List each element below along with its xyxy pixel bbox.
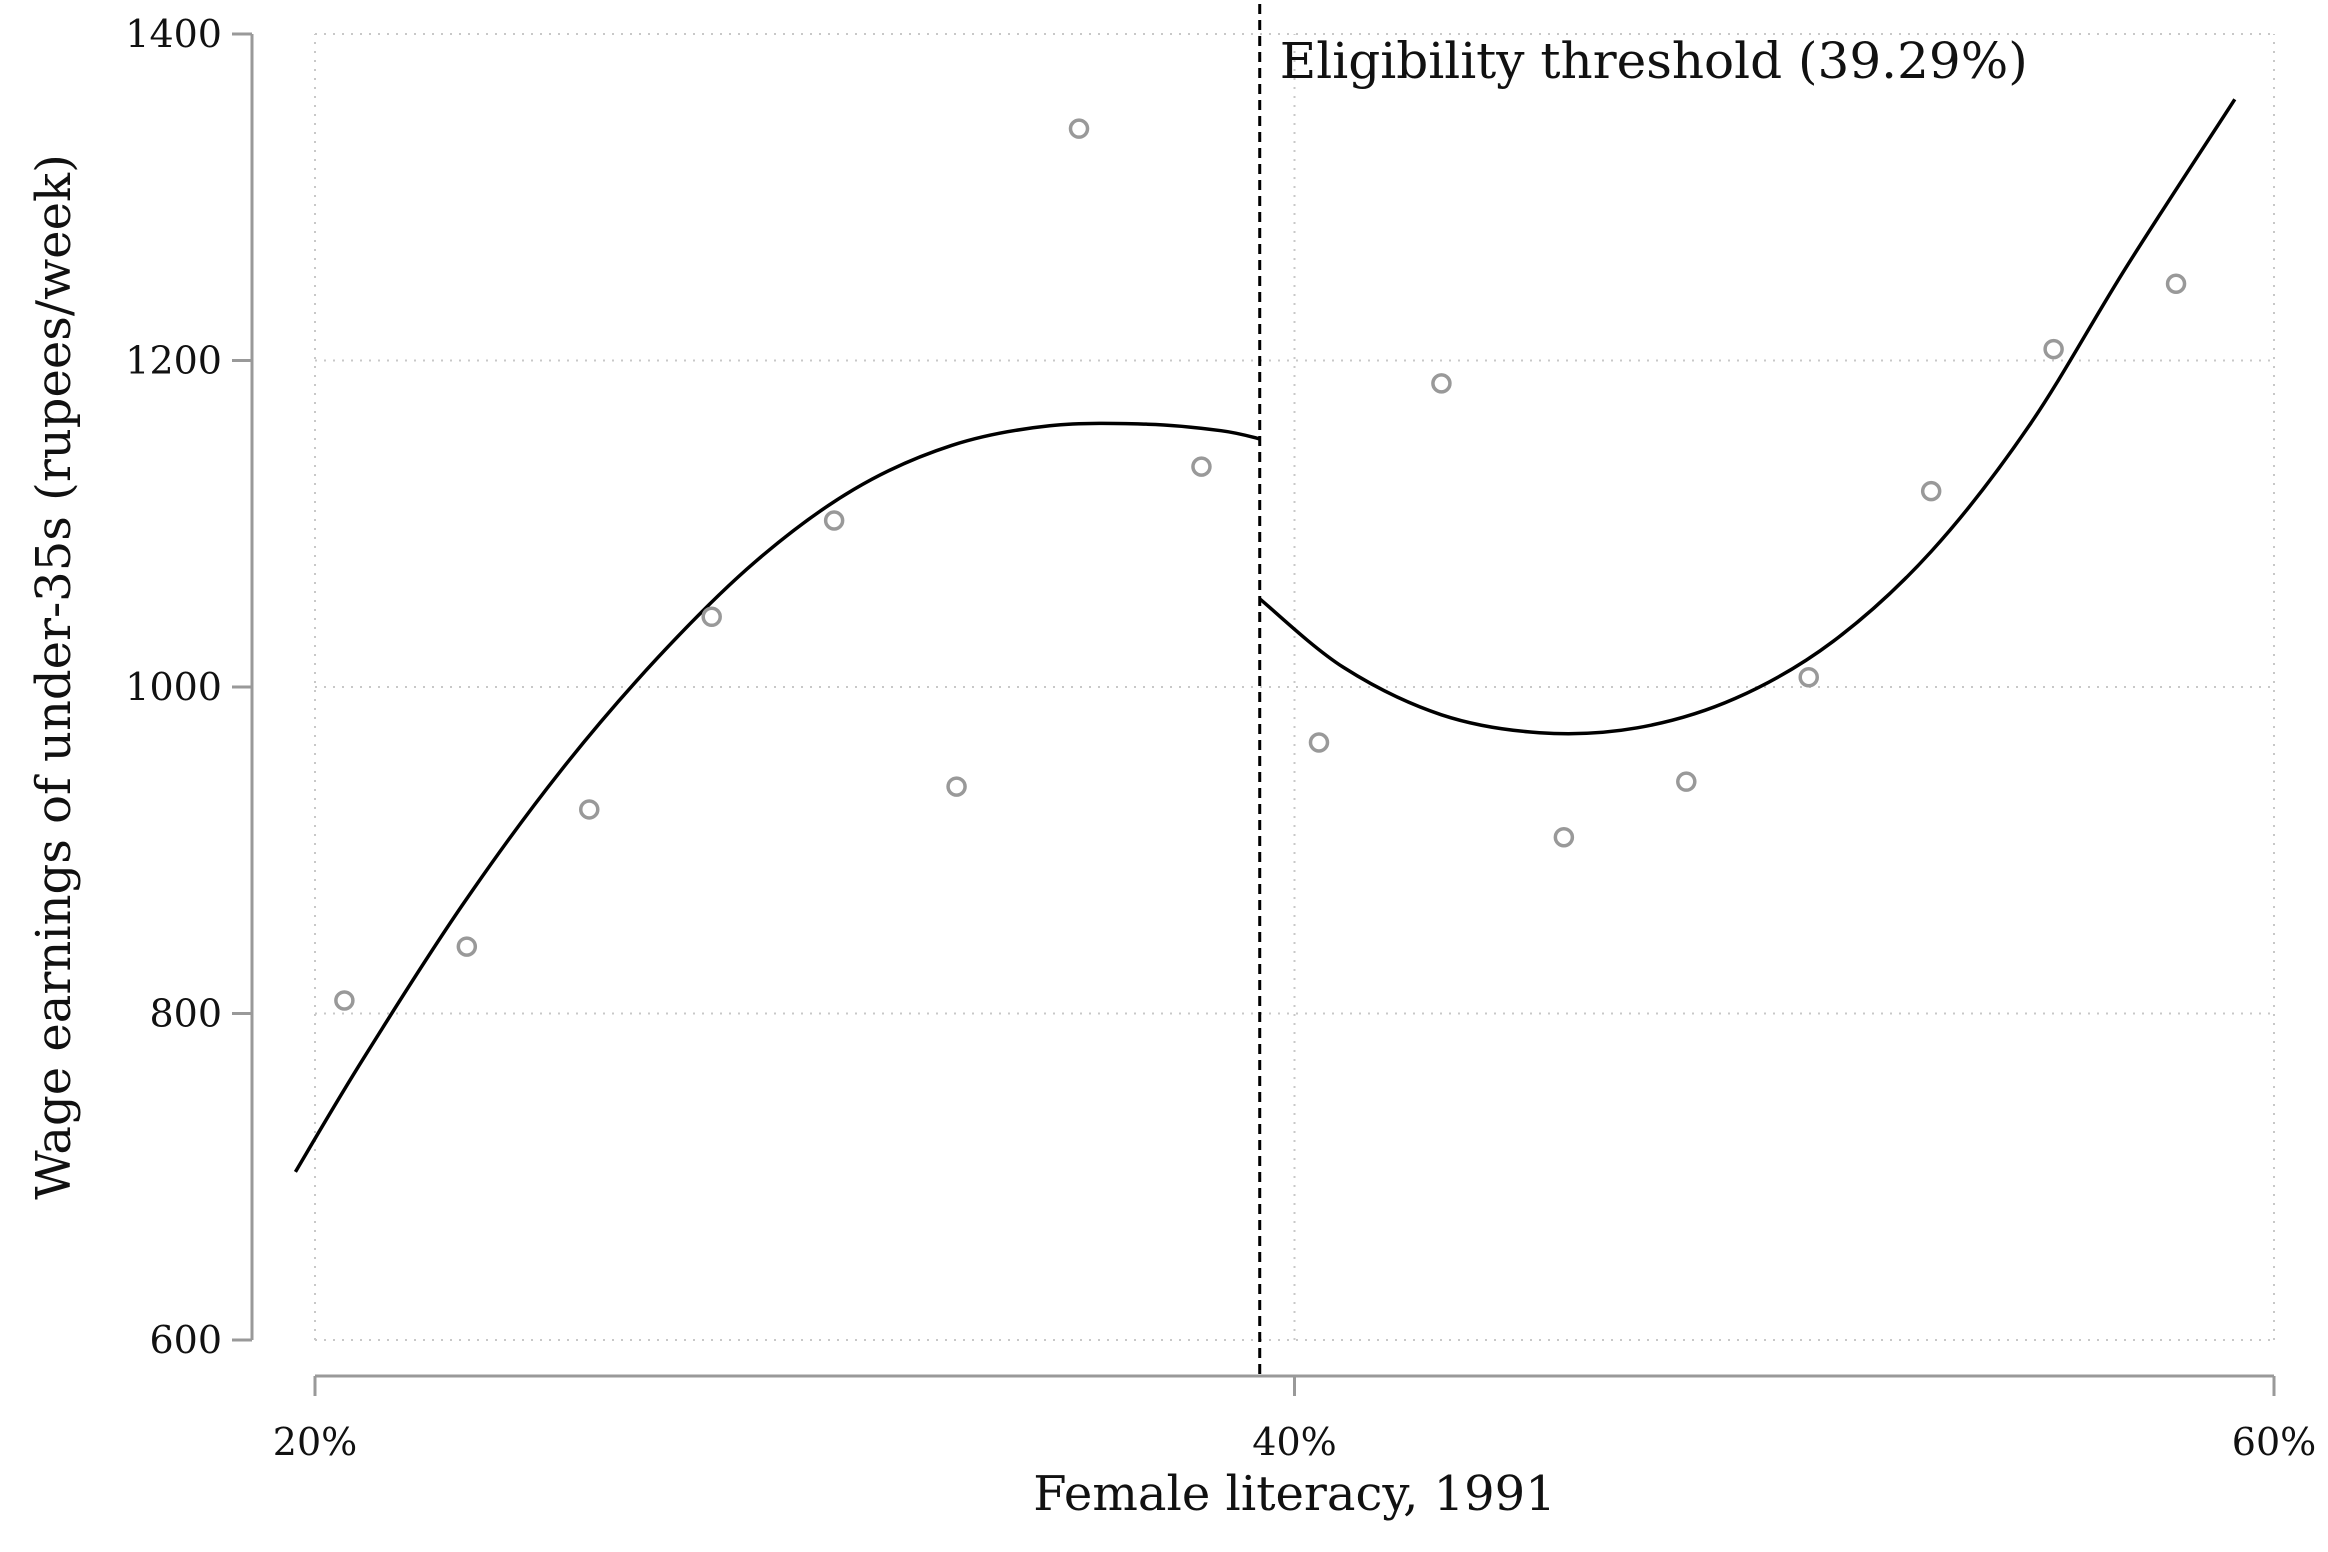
scatter-point	[701, 606, 722, 628]
fit-line-right	[1258, 98, 2237, 736]
threshold-layer: Eligibility threshold (39.29%)	[1258, 4, 2028, 1376]
scatter-point	[1676, 771, 1697, 792]
scatter-point	[1308, 732, 1330, 753]
titles-layer: Female literacy, 1991 Wage earnings of u…	[26, 154, 1556, 1522]
y-axis-title: Wage earnings of under-35s (rupees/week)	[26, 154, 82, 1200]
scatter-point	[1553, 826, 1575, 848]
y-tick-label: 1400	[125, 12, 222, 56]
y-tick-label: 1000	[125, 665, 222, 709]
y-tick-label: 800	[149, 992, 222, 1036]
y-tick-label: 600	[149, 1318, 222, 1362]
scatter-point	[1431, 373, 1452, 394]
threshold-label: Eligibility threshold (39.29%)	[1280, 32, 2028, 90]
x-tick-label: 20%	[273, 1420, 357, 1464]
x-tick-label: 40%	[1252, 1420, 1336, 1464]
grid-layer	[314, 33, 2275, 1341]
fit-line-left	[293, 421, 1261, 1173]
y-tick-label: 1200	[125, 339, 222, 383]
x-axis-title: Female literacy, 1991	[1033, 1466, 1556, 1522]
scatter-point	[1798, 666, 1819, 688]
scatter-point	[334, 990, 355, 1011]
scatter-point	[946, 776, 967, 797]
scatter-point	[1920, 480, 1942, 502]
scatter-point	[1068, 118, 1090, 139]
points-layer	[334, 118, 2187, 1011]
axes-layer: 600 800 1000 1200 1400 20% 40% 60%	[125, 12, 2316, 1464]
fit-layer	[293, 98, 2237, 1173]
scatter-point	[579, 799, 600, 820]
scatter-point	[823, 510, 845, 531]
scatter-point	[1191, 456, 1212, 477]
scatter-point	[2165, 273, 2187, 295]
scatter-point	[456, 936, 478, 957]
x-tick-label: 60%	[2232, 1420, 2316, 1464]
scatter-point	[2043, 338, 2064, 360]
